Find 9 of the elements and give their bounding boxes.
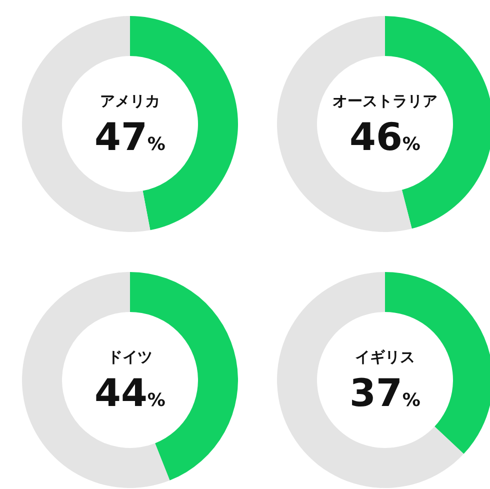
text: 44% [94, 371, 166, 415]
donut-slice [22, 272, 170, 488]
text: アメリカ [100, 92, 160, 110]
text: 37% [350, 371, 420, 415]
text: イギリス [355, 348, 415, 366]
text: オーストラリア [332, 92, 438, 110]
text: ドイツ [108, 348, 152, 366]
text: 46% [350, 115, 420, 159]
text: 47% [94, 115, 166, 159]
